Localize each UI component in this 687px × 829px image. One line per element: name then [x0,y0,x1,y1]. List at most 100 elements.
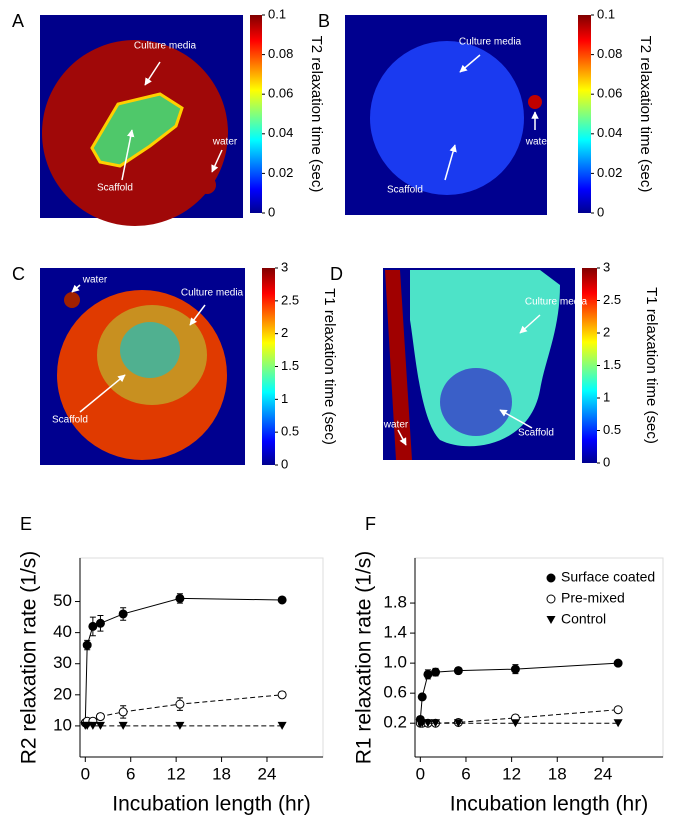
annotation: water [212,137,238,148]
colorbar-tick-label: 0.02 [268,165,293,180]
map-d [383,268,575,460]
colorbar-tick-label: 0.06 [597,86,622,101]
legend-marker [546,573,556,583]
x-tick-label: 24 [593,764,612,783]
marker [95,618,105,628]
colorbar-label: T2 relaxation time (sec) [308,36,325,193]
marker [453,719,463,728]
colorbar-tick-label: 0.06 [268,86,293,101]
x-tick-label: 18 [212,764,231,783]
marker [175,593,185,603]
colorbar [250,15,262,213]
y-tick-label: 1.4 [383,623,407,642]
colorbar-tick-label: 0.04 [597,125,622,140]
colorbar-tick-label: 3 [281,259,288,274]
marker [95,721,105,730]
colorbar-tick-label: 0.08 [597,46,622,61]
colorbar-tick-label: 0.1 [597,6,615,21]
marker [613,719,623,728]
y-tick-label: 30 [53,653,72,672]
series-line [84,694,283,724]
colorbar-tick-label: 2.5 [281,292,299,307]
y-tick-label: 10 [53,715,72,734]
colorbar-tick-label: 2.5 [603,292,621,307]
colorbar-tick-label: 1 [281,391,288,406]
y-tick-label: 0.6 [383,683,407,702]
colorbar [582,268,597,463]
colorbar-label: T1 relaxation time (sec) [321,288,338,445]
marker [423,669,433,679]
colorbar-tick-label: 0 [268,204,275,219]
marker [175,699,185,709]
colorbar-tick-label: 0 [603,454,610,469]
y-tick-label: 40 [53,622,72,641]
x-tick-label: 6 [461,764,470,783]
marker [510,664,520,674]
marker [82,640,92,650]
annotation: Culture media [525,297,588,308]
annotation: Culture media [459,37,522,48]
panel-label: B [318,11,330,31]
colorbar-tick-label: 0.08 [268,46,293,61]
annotation: Scaffold [52,415,88,426]
colorbar [262,268,275,465]
colorbar-tick-label: 2 [603,324,610,339]
marker [95,712,105,722]
colorbar-tick-label: 1 [603,389,610,404]
colorbar-tick-label: 0 [597,204,604,219]
colorbar-tick-label: 0.04 [268,125,293,140]
x-tick-label: 0 [81,764,90,783]
x-tick-label: 12 [502,764,521,783]
marker [175,721,185,730]
y-tick-label: 20 [53,684,72,703]
colorbar-tick-label: 0.5 [281,424,299,439]
colorbar-label: T2 relaxation time (sec) [637,36,654,193]
x-tick-label: 0 [416,764,425,783]
panel-label: E [20,514,32,534]
annotation: water [82,275,108,286]
panel-label: C [12,264,25,284]
marker [82,721,92,730]
marker [431,719,441,728]
colorbar-tick-label: 3 [603,259,610,274]
marker [417,692,427,702]
colorbar-tick-label: 0.1 [268,6,286,21]
map-a [40,15,243,226]
colorbar-tick-label: 0.5 [603,422,621,437]
x-axis-label: Incubation length (hr) [450,793,648,816]
plot-frame [414,557,664,758]
annotation: Scaffold [97,183,133,194]
colorbar-label: T1 relaxation time (sec) [643,287,660,444]
annotation: Culture media [181,288,244,299]
marker [118,721,128,730]
legend-label: Control [561,611,606,627]
map-c [40,268,245,465]
marker [431,667,441,677]
x-axis-label: Incubation length (hr) [112,793,310,816]
marker [510,719,520,728]
legend-marker [546,616,556,624]
x-tick-label: 18 [548,764,567,783]
marker [277,690,287,700]
x-tick-label: 12 [167,764,186,783]
annotation: Culture media [134,41,197,52]
panel-label: F [365,514,376,534]
map-b [345,15,547,215]
annotation-arrows [71,54,541,446]
colorbar-tick-label: 2 [281,325,288,340]
marker [88,721,98,730]
colorbar-tick-label: 0.02 [597,165,622,180]
annotation: water [383,420,409,431]
panel-label: A [12,11,24,31]
series-line [419,662,619,720]
y-axis-label: R1 relaxation rate (1/s) [353,551,376,765]
y-tick-label: 50 [53,591,72,610]
y-axis-label: R2 relaxation rate (1/s) [18,551,41,765]
marker [613,658,623,668]
marker [277,721,287,730]
panel-label: D [330,264,343,284]
legend-marker [546,594,556,604]
marker [118,707,128,717]
annotation: water [525,137,551,148]
